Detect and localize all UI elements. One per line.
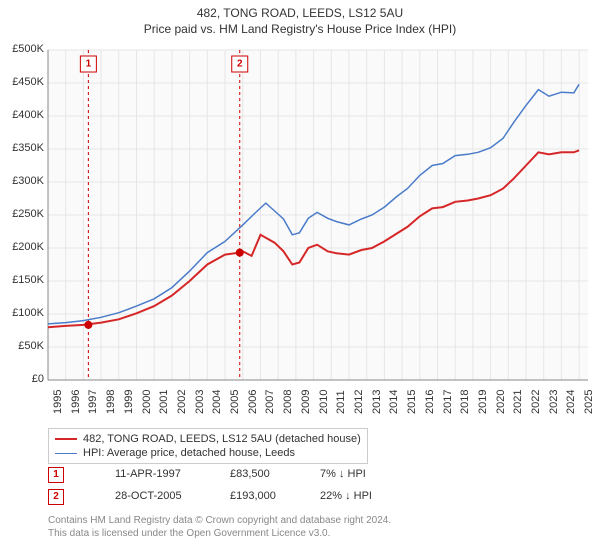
y-tick-label: £0	[4, 373, 44, 385]
y-tick-label: £50K	[4, 340, 44, 352]
sale-delta: 7% ↓ HPI	[320, 468, 366, 480]
legend-item: HPI: Average price, detached house, Leed…	[55, 446, 361, 460]
y-tick-label: £250K	[4, 208, 44, 220]
y-tick-label: £350K	[4, 142, 44, 154]
x-tick-label: 2004	[211, 390, 223, 414]
x-tick-label: 2006	[247, 390, 259, 414]
x-tick-label: 2018	[459, 390, 471, 414]
x-tick-label: 2009	[300, 390, 312, 414]
x-tick-label: 1998	[105, 390, 117, 414]
x-tick-label: 1997	[87, 390, 99, 414]
x-tick-label: 2021	[512, 390, 524, 414]
y-tick-label: £200K	[4, 241, 44, 253]
footer-line2: This data is licensed under the Open Gov…	[48, 527, 391, 540]
sale-delta: 22% ↓ HPI	[320, 490, 372, 502]
y-tick-label: £150K	[4, 274, 44, 286]
sale-price: £83,500	[230, 468, 270, 480]
legend-item: 482, TONG ROAD, LEEDS, LS12 5AU (detache…	[55, 432, 361, 446]
x-tick-label: 2008	[282, 390, 294, 414]
plot-svg: 12	[0, 0, 600, 560]
x-tick-label: 2022	[530, 390, 542, 414]
legend-label: 482, TONG ROAD, LEEDS, LS12 5AU (detache…	[83, 432, 361, 446]
sale-marker-num: 1	[86, 59, 92, 70]
x-tick-label: 2012	[353, 390, 365, 414]
y-tick-label: £400K	[4, 109, 44, 121]
footer-line1: Contains HM Land Registry data © Crown c…	[48, 514, 391, 527]
legend-swatch	[55, 438, 77, 440]
x-tick-label: 2020	[495, 390, 507, 414]
sale-marker-num: 2	[237, 59, 243, 70]
x-tick-label: 2024	[565, 390, 577, 414]
y-tick-label: £500K	[4, 43, 44, 55]
y-tick-label: £100K	[4, 307, 44, 319]
x-tick-label: 2003	[194, 390, 206, 414]
x-tick-label: 2014	[388, 390, 400, 414]
x-tick-label: 2025	[583, 390, 595, 414]
x-tick-label: 2010	[318, 390, 330, 414]
sale-dot	[84, 321, 92, 329]
x-tick-label: 2000	[141, 390, 153, 414]
x-tick-label: 2001	[158, 390, 170, 414]
sale-price: £193,000	[230, 490, 276, 502]
footer-note: Contains HM Land Registry data © Crown c…	[48, 514, 391, 540]
x-tick-label: 2011	[335, 390, 347, 414]
x-tick-label: 1995	[52, 390, 64, 414]
x-tick-label: 2005	[229, 390, 241, 414]
y-tick-label: £300K	[4, 175, 44, 187]
legend-swatch	[55, 453, 77, 454]
x-tick-label: 2017	[442, 390, 454, 414]
x-tick-label: 2007	[264, 390, 276, 414]
x-tick-label: 2002	[176, 390, 188, 414]
x-tick-label: 1999	[123, 390, 135, 414]
sale-date: 11-APR-1997	[115, 468, 181, 480]
x-tick-label: 2019	[477, 390, 489, 414]
legend-label: HPI: Average price, detached house, Leed…	[83, 446, 295, 460]
sale-key-box: 2	[48, 489, 64, 505]
sale-key-box: 1	[48, 467, 64, 483]
sale-dot	[236, 249, 244, 257]
x-tick-label: 2015	[406, 390, 418, 414]
x-tick-label: 1996	[70, 390, 82, 414]
x-tick-label: 2016	[424, 390, 436, 414]
chart-container: { "title_line1": "482, TONG ROAD, LEEDS,…	[0, 0, 600, 560]
legend: 482, TONG ROAD, LEEDS, LS12 5AU (detache…	[48, 428, 368, 464]
y-tick-label: £450K	[4, 76, 44, 88]
sale-date: 28-OCT-2005	[115, 490, 182, 502]
x-tick-label: 2023	[548, 390, 560, 414]
x-tick-label: 2013	[371, 390, 383, 414]
